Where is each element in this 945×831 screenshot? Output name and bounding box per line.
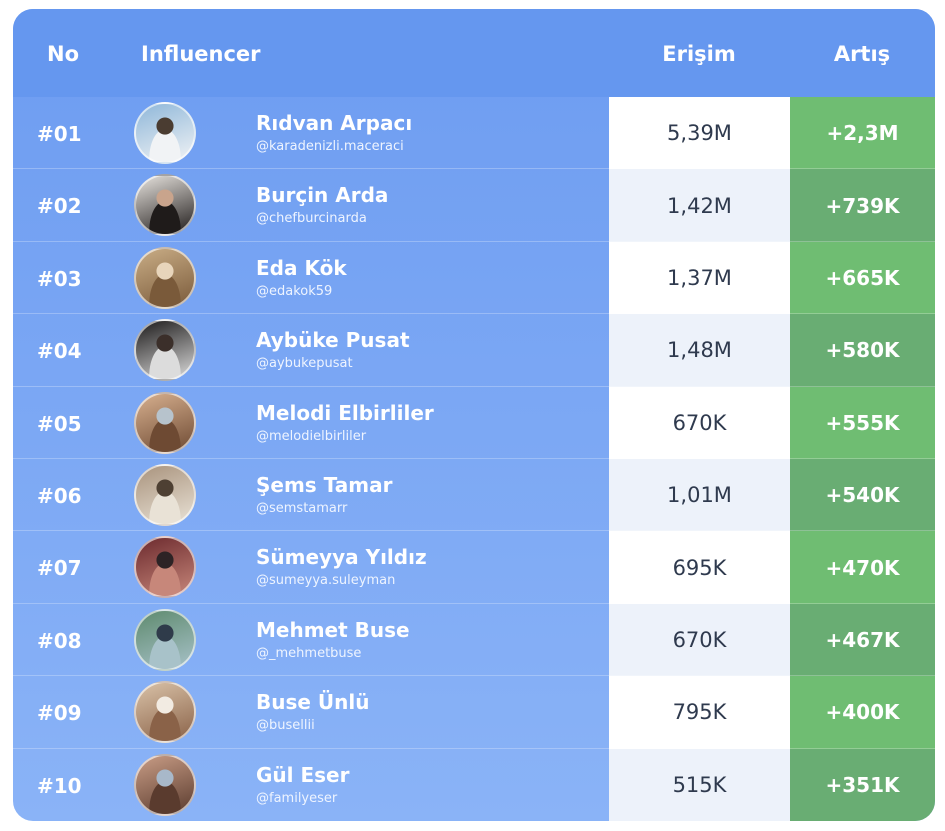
row-divider xyxy=(13,530,935,532)
influencer-name: Burçin Arda xyxy=(256,183,389,208)
influencer-handle: @karadenizli.maceraci xyxy=(256,139,404,154)
rank: #08 xyxy=(37,628,82,653)
row-divider xyxy=(13,747,935,749)
reach-value: 1,42M xyxy=(609,169,790,242)
reach-value: 670K xyxy=(609,603,790,677)
reach-value: 5,39M xyxy=(609,97,790,170)
growth-value: +470K xyxy=(790,531,935,604)
avatar xyxy=(134,319,196,382)
row-divider xyxy=(13,675,935,677)
influencer-name: Eda Kök xyxy=(256,255,347,280)
avatar xyxy=(134,608,196,671)
influencer-name: Şems Tamar xyxy=(256,472,393,497)
avatar xyxy=(134,102,196,164)
row-divider xyxy=(13,240,935,242)
influencer-handle: @aybukepusat xyxy=(256,356,353,372)
rank: #01 xyxy=(37,122,82,146)
rank: #07 xyxy=(37,556,82,581)
table-row: #02 Burçin Arda @chefburcinarda 1,42M +7… xyxy=(13,169,935,242)
reach-value: 515K xyxy=(609,748,790,821)
table-row: #06 Şems Tamar @semstamarr 1,01M +540K xyxy=(13,458,935,532)
growth-value: +540K xyxy=(790,458,935,532)
influencer-handle: @_mehmetbuse xyxy=(256,645,362,661)
influencer-handle: @melodielbirliler xyxy=(256,428,367,444)
growth-value: +739K xyxy=(790,169,935,242)
growth-value: +580K xyxy=(790,314,935,387)
header-influencer: Influencer xyxy=(141,42,261,66)
rank: #02 xyxy=(37,194,82,219)
growth-value: +665K xyxy=(790,241,935,315)
avatar xyxy=(134,391,196,454)
reach-value: 1,48M xyxy=(609,314,790,387)
reach-value: 1,37M xyxy=(609,241,790,315)
avatar xyxy=(134,681,196,744)
avatar xyxy=(134,536,196,599)
reach-value: 795K xyxy=(609,676,790,749)
rank: #05 xyxy=(37,411,82,436)
avatar xyxy=(134,753,196,816)
influencer-name: Gül Eser xyxy=(256,762,350,787)
table-row: #09 Buse Ünlü @busellii 795K +400K xyxy=(13,676,935,749)
growth-value: +351K xyxy=(790,748,935,821)
reach-value: 1,01M xyxy=(609,458,790,532)
table-row: #04 Aybüke Pusat @aybukepusat 1,48M +580… xyxy=(13,314,935,387)
row-divider xyxy=(13,313,935,315)
growth-value: +2,3M xyxy=(790,97,935,170)
row-divider xyxy=(13,168,935,170)
influencer-name: Sümeyya Yıldız xyxy=(256,545,427,570)
growth-value: +467K xyxy=(790,603,935,677)
table-row: #08 Mehmet Buse @_mehmetbuse 670K +467K xyxy=(13,603,935,677)
influencer-handle: @edakok59 xyxy=(256,283,333,299)
table-body: #01 Rıdvan Arpacı @karadenizli.maceraci … xyxy=(13,97,935,821)
rank: #06 xyxy=(37,483,82,508)
influencer-handle: @familyeser xyxy=(256,790,338,806)
rank: #03 xyxy=(37,266,82,291)
influencer-handle: @semstamarr xyxy=(256,500,348,516)
influencer-handle: @busellii xyxy=(256,718,315,734)
influencer-handle: @sumeyya.suleyman xyxy=(256,573,396,589)
growth-value: +555K xyxy=(790,386,935,459)
header-growth: Artış xyxy=(833,42,891,66)
influencer-name: Buse Ünlü xyxy=(256,690,370,715)
table-row: #05 Melodi Elbirliler @melodielbirliler … xyxy=(13,386,935,459)
influencer-name: Melodi Elbirliler xyxy=(256,400,434,425)
influencer-ranking-table: No Influencer Erişim Artış #01 Rıdvan Ar… xyxy=(13,9,935,821)
row-divider xyxy=(13,385,935,387)
avatar xyxy=(134,463,196,526)
rank: #09 xyxy=(37,701,82,726)
reach-value: 670K xyxy=(609,386,790,459)
avatar xyxy=(134,174,196,237)
influencer-handle: @chefburcinarda xyxy=(256,211,367,227)
influencer-name: Rıdvan Arpacı xyxy=(256,111,413,135)
influencer-name: Mehmet Buse xyxy=(256,617,410,642)
header-no: No xyxy=(47,42,80,66)
header-reach: Erişim xyxy=(662,42,736,66)
table-row: #07 Sümeyya Yıldız @sumeyya.suleyman 695… xyxy=(13,531,935,604)
growth-value: +400K xyxy=(790,676,935,749)
table-row: #01 Rıdvan Arpacı @karadenizli.maceraci … xyxy=(13,97,935,170)
row-divider xyxy=(13,457,935,459)
table-header: No Influencer Erişim Artış xyxy=(13,9,935,97)
influencer-name: Aybüke Pusat xyxy=(256,328,410,353)
table-row: #03 Eda Kök @edakok59 1,37M +665K xyxy=(13,241,935,315)
rank: #10 xyxy=(37,773,82,798)
row-divider xyxy=(13,602,935,604)
rank: #04 xyxy=(37,339,82,364)
table-row: #10 Gül Eser @familyeser 515K +351K xyxy=(13,748,935,821)
avatar xyxy=(134,246,196,309)
reach-value: 695K xyxy=(609,531,790,604)
